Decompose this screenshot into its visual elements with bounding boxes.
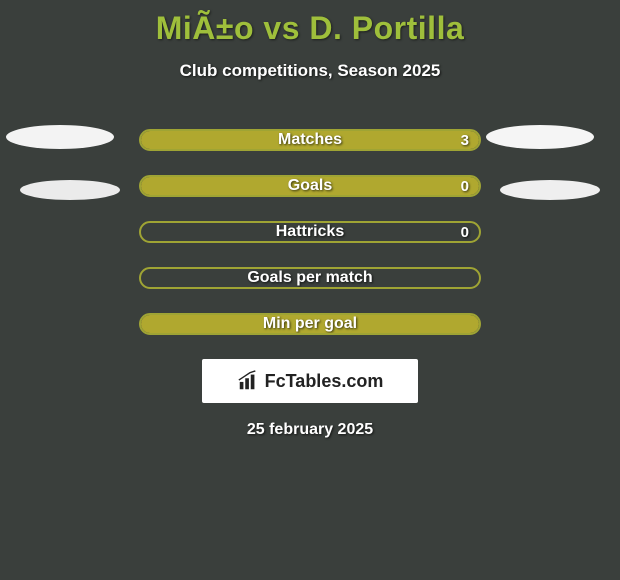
ellipse-right-2 <box>500 180 600 200</box>
bar-value: 0 <box>461 177 469 195</box>
bar-value: 3 <box>461 131 469 149</box>
bar-row-goals-per-match: Goals per match <box>139 267 481 289</box>
bar-row-goals: Goals 0 <box>139 175 481 197</box>
chart-icon <box>237 370 259 392</box>
logo-box: FcTables.com <box>202 359 418 403</box>
bar-label: Matches <box>141 131 479 149</box>
footer-date: 25 february 2025 <box>0 403 620 439</box>
bar-label: Min per goal <box>141 315 479 333</box>
bar-row-matches: Matches 3 <box>139 129 481 151</box>
bar-value: 0 <box>461 223 469 241</box>
ellipse-left-1 <box>6 125 114 149</box>
ellipse-left-2 <box>20 180 120 200</box>
bar-row-hattricks: Hattricks 0 <box>139 221 481 243</box>
page-subtitle: Club competitions, Season 2025 <box>0 47 620 81</box>
ellipse-right-1 <box>486 125 594 149</box>
bar-label: Goals per match <box>141 269 479 287</box>
page-title: MiÃ±o vs D. Portilla <box>0 0 620 47</box>
logo-text: FcTables.com <box>265 371 384 392</box>
bars-container: Matches 3 Goals 0 Hattricks 0 Goals per … <box>139 129 481 335</box>
bar-label: Hattricks <box>141 223 479 241</box>
bar-label: Goals <box>141 177 479 195</box>
bar-row-min-per-goal: Min per goal <box>139 313 481 335</box>
